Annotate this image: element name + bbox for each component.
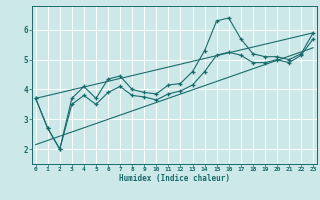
X-axis label: Humidex (Indice chaleur): Humidex (Indice chaleur) bbox=[119, 174, 230, 183]
